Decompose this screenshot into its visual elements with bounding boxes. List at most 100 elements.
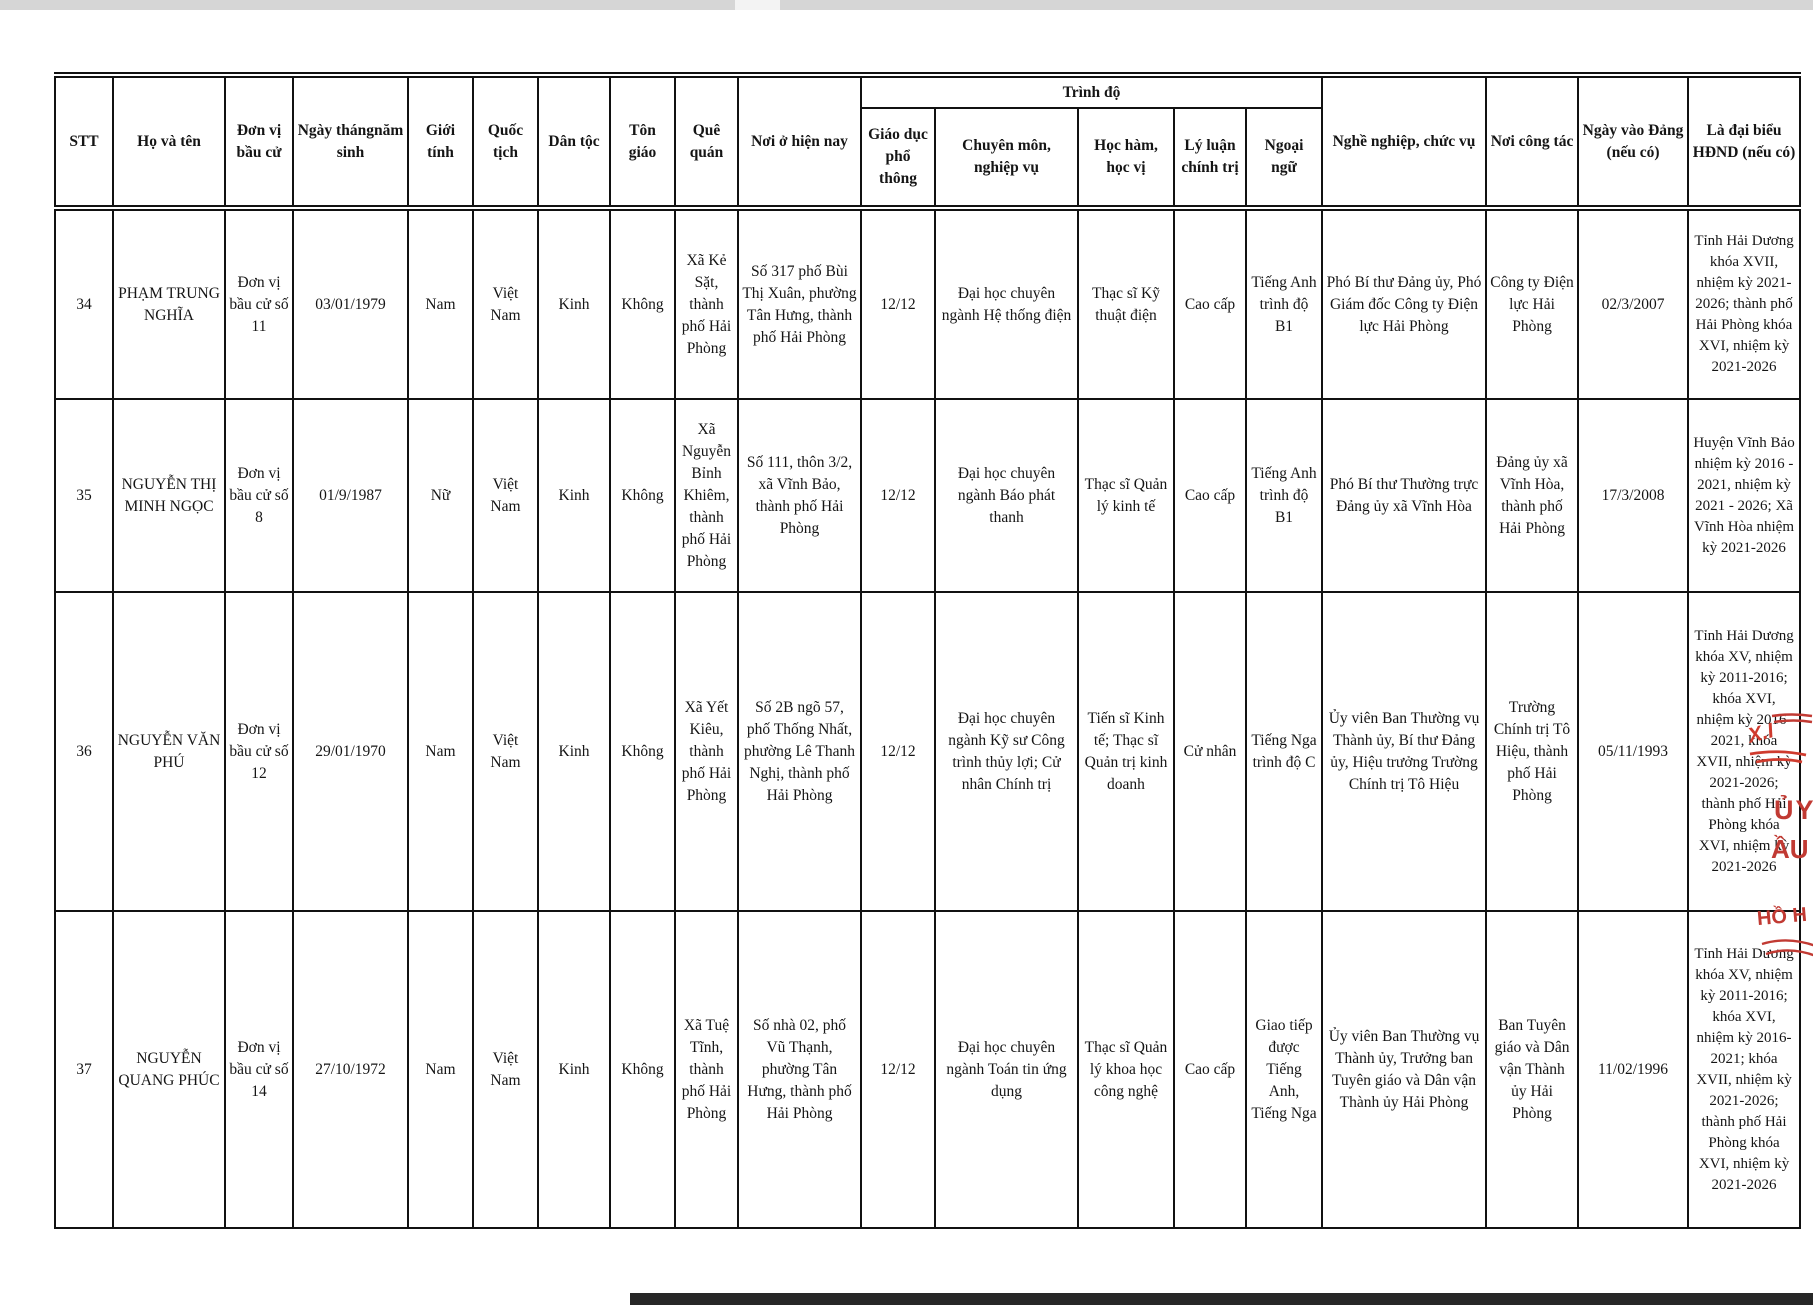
- cell-gender: Nam: [407, 910, 474, 1229]
- cell-unit: Đơn vị bầu cử số 14: [224, 910, 294, 1229]
- cell-delegate: Tỉnh Hải Dương khóa XVII, nhiệm kỳ 2021-…: [1687, 207, 1802, 400]
- col-header-edu: Giáo dục phổ thông: [860, 107, 936, 211]
- col-header-stt: STT: [54, 74, 114, 211]
- col-header-politics: Lý luận chính trị: [1173, 107, 1247, 211]
- cell-name: NGUYỄN VĂN PHÚ: [112, 591, 226, 912]
- col-header-nationality: Quốc tịch: [472, 74, 539, 211]
- cell-ethnicity: Kinh: [537, 207, 611, 400]
- cell-religion: Không: [609, 910, 676, 1229]
- red-underline-mark: [1749, 750, 1807, 764]
- cell-unit: Đơn vị bầu cử số 11: [224, 207, 294, 400]
- cell-hometown: Xã Yết Kiêu, thành phố Hải Phòng: [674, 591, 739, 912]
- col-header-name: Họ và tên: [112, 74, 226, 211]
- cell-party-date: 02/3/2007: [1577, 207, 1690, 400]
- cell-professional: Đại học chuyên ngành Toán tin ứng dụng: [934, 910, 1079, 1229]
- cell-residence: Số 111, thôn 3/2, xã Vĩnh Bảo, thành phố…: [737, 398, 862, 593]
- col-header-religion: Tôn giáo: [609, 74, 676, 211]
- cell-politics: Cao cấp: [1173, 398, 1247, 593]
- col-header-language: Ngoại ngữ: [1244, 107, 1324, 211]
- cell-name: NGUYỄN THỊ MINH NGỌC: [112, 398, 226, 593]
- cell-occupation: Ủy viên Ban Thường vụ Thành ủy, Bí thư Đ…: [1321, 591, 1488, 912]
- cell-residence: Số 317 phố Bùi Thị Xuân, phường Tân Hưng…: [737, 207, 862, 400]
- cell-dob: 01/9/1987: [292, 398, 409, 593]
- cell-residence: Số nhà 02, phố Vũ Thạnh, phường Tân Hưng…: [737, 910, 862, 1229]
- cell-ethnicity: Kinh: [537, 910, 611, 1229]
- cell-professional: Đại học chuyên ngành Hệ thống điện: [934, 207, 1079, 400]
- cell-stt: 35: [54, 398, 114, 593]
- table-row: 34 PHẠM TRUNG NGHĨA Đơn vị bầu cử số 11 …: [54, 207, 1802, 400]
- cell-dob: 03/01/1979: [292, 207, 409, 400]
- scan-artifact-top-notch: [735, 0, 780, 10]
- red-strike-mark: [1771, 713, 1813, 724]
- cell-language: Tiếng Anh trình độ B1: [1244, 207, 1324, 400]
- cell-degree: Thạc sĩ Quản lý khoa học công nghệ: [1077, 910, 1175, 1229]
- cell-gender: Nam: [407, 207, 474, 400]
- cell-stt: 36: [54, 591, 114, 912]
- col-header-degree: Học hàm, học vị: [1077, 107, 1175, 211]
- cell-unit: Đơn vị bầu cử số 8: [224, 398, 294, 593]
- cell-professional: Đại học chuyên ngành Kỹ sư Công trình th…: [934, 591, 1079, 912]
- cell-religion: Không: [609, 398, 676, 593]
- cell-edu: 12/12: [860, 398, 936, 593]
- cell-professional: Đại học chuyên ngành Báo phát thanh: [934, 398, 1079, 593]
- cell-politics: Cao cấp: [1173, 207, 1247, 400]
- scan-artifact-top: [0, 0, 1813, 10]
- col-header-residence: Nơi ở hiện nay: [737, 74, 862, 211]
- cell-language: Tiếng Nga trình độ C: [1244, 591, 1324, 912]
- cell-workplace: Ban Tuyên giáo và Dân vận Thành ủy Hải P…: [1485, 910, 1580, 1229]
- cell-stt: 37: [54, 910, 114, 1229]
- cell-workplace: Trường Chính trị Tô Hiệu, thành phố Hải …: [1485, 591, 1580, 912]
- table-row: 36 NGUYỄN VĂN PHÚ Đơn vị bầu cử số 12 29…: [54, 591, 1802, 912]
- red-stamp-fragment-hoh: HỒ H: [1756, 903, 1808, 931]
- cell-degree: Thạc sĩ Quản lý kinh tế: [1077, 398, 1175, 593]
- cell-unit: Đơn vị bầu cử số 12: [224, 591, 294, 912]
- col-header-occupation: Nghề nghiệp, chức vụ: [1321, 74, 1488, 211]
- cell-workplace: Công ty Điện lực Hải Phòng: [1485, 207, 1580, 400]
- cell-language: Tiếng Anh trình độ B1: [1244, 398, 1324, 593]
- cell-ethnicity: Kinh: [537, 591, 611, 912]
- cell-residence: Số 2B ngõ 57, phố Thống Nhất, phường Lê …: [737, 591, 862, 912]
- cell-name: NGUYỄN QUANG PHÚC: [112, 910, 226, 1229]
- cell-delegate: Huyện Vĩnh Bảo nhiệm kỳ 2016 - 2021, nhi…: [1687, 398, 1802, 593]
- cell-occupation: Ủy viên Ban Thường vụ Thành ủy, Trưởng b…: [1321, 910, 1488, 1229]
- cell-language: Giao tiếp được Tiếng Anh, Tiếng Nga: [1244, 910, 1324, 1229]
- red-stamp-fragment-au: ẦU: [1771, 834, 1809, 864]
- cell-hometown: Xã Nguyễn Bỉnh Khiêm, thành phố Hải Phòn…: [674, 398, 739, 593]
- cell-politics: Cử nhân: [1173, 591, 1247, 912]
- cell-delegate: Tỉnh Hải Dương khóa XV, nhiệm kỳ 2011-20…: [1687, 910, 1802, 1229]
- cell-workplace: Đảng ủy xã Vĩnh Hòa, thành phố Hải Phòng: [1485, 398, 1580, 593]
- cell-nationality: Việt Nam: [472, 207, 539, 400]
- table-row: 37 NGUYỄN QUANG PHÚC Đơn vị bầu cử số 14…: [54, 910, 1802, 1229]
- cell-party-date: 05/11/1993: [1577, 591, 1690, 912]
- col-header-hometown: Quê quán: [674, 74, 739, 211]
- cell-dob: 27/10/1972: [292, 910, 409, 1229]
- cell-delegate: Tỉnh Hải Dương khóa XV, nhiệm kỳ 2011-20…: [1687, 591, 1802, 912]
- col-header-ethnicity: Dân tộc: [537, 74, 611, 211]
- cell-stt: 34: [54, 207, 114, 400]
- table-row: 35 NGUYỄN THỊ MINH NGỌC Đơn vị bầu cử số…: [54, 398, 1802, 593]
- col-header-gender: Giới tính: [407, 74, 474, 211]
- delegates-table: STT Họ và tên Đơn vị bầu cử Ngày thángnă…: [54, 72, 1802, 1229]
- col-header-dob: Ngày thángnăm sinh: [292, 74, 409, 211]
- cell-occupation: Phó Bí thư Đảng ủy, Phó Giám đốc Công ty…: [1321, 207, 1488, 400]
- cell-dob: 29/01/1970: [292, 591, 409, 912]
- col-header-unit: Đơn vị bầu cử: [224, 74, 294, 211]
- cell-nationality: Việt Nam: [472, 910, 539, 1229]
- cell-occupation: Phó Bí thư Thường trực Đảng ủy xã Vĩnh H…: [1321, 398, 1488, 593]
- cell-nationality: Việt Nam: [472, 591, 539, 912]
- cell-party-date: 17/3/2008: [1577, 398, 1690, 593]
- col-header-delegate: Là đại biểu HĐND (nếu có): [1687, 74, 1802, 211]
- cell-religion: Không: [609, 591, 676, 912]
- cell-degree: Tiến sĩ Kinh tế; Thạc sĩ Quản trị kinh d…: [1077, 591, 1175, 912]
- cell-gender: Nữ: [407, 398, 474, 593]
- cell-edu: 12/12: [860, 591, 936, 912]
- cell-name: PHẠM TRUNG NGHĨA: [112, 207, 226, 400]
- cell-hometown: Xã Kẻ Sặt, thành phố Hải Phòng: [674, 207, 739, 400]
- cell-politics: Cao cấp: [1173, 910, 1247, 1229]
- cell-party-date: 11/02/1996: [1577, 910, 1690, 1229]
- cell-nationality: Việt Nam: [472, 398, 539, 593]
- col-header-party-date: Ngày vào Đảng (nếu có): [1577, 74, 1690, 211]
- cell-degree: Thạc sĩ Kỹ thuật điện: [1077, 207, 1175, 400]
- col-header-workplace: Nơi công tác: [1485, 74, 1580, 211]
- red-stamp-arc: [1761, 939, 1813, 957]
